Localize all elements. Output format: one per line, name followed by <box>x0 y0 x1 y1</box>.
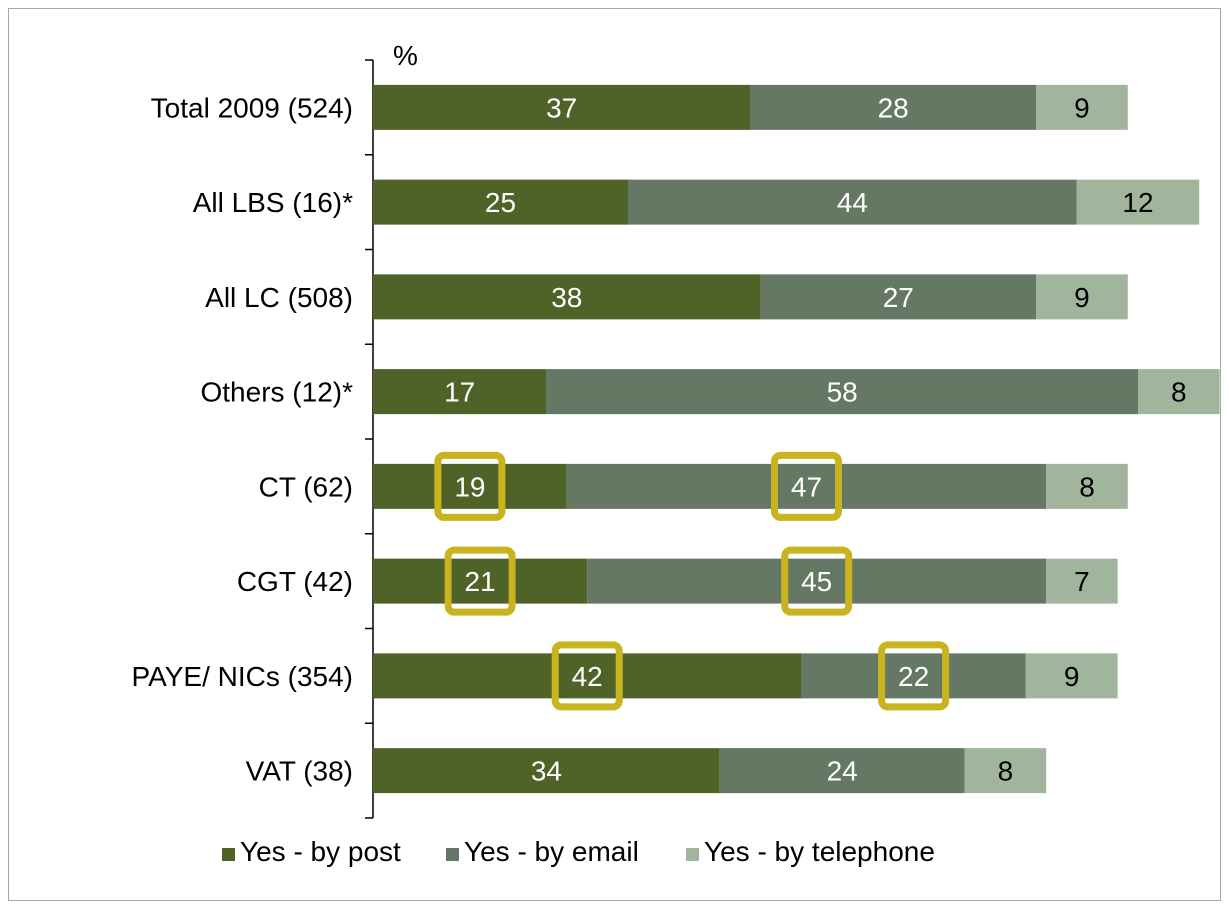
bar-yes-by-post-others-12 <box>373 369 547 415</box>
bar-yes-by-email-paye-nics-354 <box>801 653 1026 699</box>
value-label-yes-by-post-others-12: 17 <box>444 377 475 408</box>
bar-yes-by-telephone-all-lc-508 <box>1036 274 1128 320</box>
value-label-yes-by-email-ct-62: 47 <box>791 471 822 502</box>
bar-yes-by-email-others-12 <box>546 369 1138 415</box>
category-label-vat-38: VAT (38) <box>246 756 353 787</box>
value-label-yes-by-post-all-lc-508: 38 <box>551 282 582 313</box>
bar-yes-by-email-all-lbs-16 <box>628 179 1077 225</box>
value-label-yes-by-telephone-paye-nics-354: 9 <box>1064 661 1080 692</box>
category-label-paye-nics-354: PAYE/ NICs (354) <box>132 661 353 692</box>
value-label-yes-by-email-vat-38: 24 <box>827 756 858 787</box>
unit-label: % <box>393 40 418 71</box>
value-label-yes-by-post-paye-nics-354: 42 <box>572 661 603 692</box>
value-label-yes-by-telephone-cgt-42: 7 <box>1074 566 1090 597</box>
bar-yes-by-post-all-lbs-16 <box>373 179 628 225</box>
category-label-all-lbs-16: All LBS (16)* <box>193 187 353 218</box>
value-label-yes-by-telephone-total-2009-524: 9 <box>1074 92 1090 123</box>
bar-yes-by-telephone-ct-62 <box>1046 463 1128 509</box>
category-label-others-12: Others (12)* <box>201 377 354 408</box>
value-label-yes-by-email-cgt-42: 45 <box>801 566 832 597</box>
legend-swatch-yes-by-telephone <box>686 848 699 861</box>
bar-yes-by-telephone-vat-38 <box>964 748 1047 794</box>
legend-swatch-yes-by-post <box>222 848 235 861</box>
value-label-yes-by-post-vat-38: 34 <box>531 756 562 787</box>
value-label-yes-by-email-paye-nics-354: 22 <box>898 661 929 692</box>
value-label-yes-by-email-total-2009-524: 28 <box>878 92 909 123</box>
value-label-yes-by-post-all-lbs-16: 25 <box>485 187 516 218</box>
bar-yes-by-email-total-2009-524 <box>750 84 1036 130</box>
value-label-yes-by-email-others-12: 58 <box>827 377 858 408</box>
value-label-yes-by-telephone-vat-38: 8 <box>998 756 1014 787</box>
bar-yes-by-post-vat-38 <box>373 748 720 794</box>
legend-label-yes-by-post: Yes - by post <box>240 836 401 867</box>
legend-label-yes-by-email: Yes - by email <box>464 836 639 867</box>
value-label-yes-by-telephone-all-lc-508: 9 <box>1074 282 1090 313</box>
category-label-cgt-42: CGT (42) <box>237 566 353 597</box>
bar-yes-by-email-all-lc-508 <box>760 274 1036 320</box>
value-label-yes-by-telephone-ct-62: 8 <box>1079 471 1095 502</box>
bar-yes-by-email-cgt-42 <box>587 558 1047 604</box>
value-label-yes-by-email-all-lbs-16: 44 <box>837 187 868 218</box>
highlight-box-yes-by-post-ct-62 <box>434 451 506 521</box>
bar-yes-by-post-total-2009-524 <box>373 84 751 130</box>
bar-yes-by-post-paye-nics-354 <box>373 653 802 699</box>
category-label-total-2009-524: Total 2009 (524) <box>151 92 353 123</box>
bar-yes-by-email-ct-62 <box>566 463 1047 509</box>
category-label-all-lc-508: All LC (508) <box>205 282 353 313</box>
bar-yes-by-telephone-all-lbs-16 <box>1076 179 1200 225</box>
value-label-yes-by-post-ct-62: 19 <box>454 471 485 502</box>
bar-yes-by-telephone-paye-nics-354 <box>1025 653 1118 699</box>
bar-yes-by-post-cgt-42 <box>373 558 588 604</box>
bar-yes-by-post-ct-62 <box>373 463 567 509</box>
legend-label-yes-by-telephone: Yes - by telephone <box>704 836 935 867</box>
value-label-yes-by-post-cgt-42: 21 <box>465 566 496 597</box>
value-label-yes-by-email-all-lc-508: 27 <box>883 282 914 313</box>
bar-yes-by-telephone-total-2009-524 <box>1036 84 1128 130</box>
highlight-box-yes-by-email-ct-62 <box>771 451 842 521</box>
highlight-box-yes-by-post-cgt-42 <box>444 546 516 616</box>
highlight-box-yes-by-email-cgt-42 <box>781 546 853 616</box>
value-label-yes-by-telephone-others-12: 8 <box>1171 377 1187 408</box>
highlight-box-yes-by-post-paye-nics-354 <box>551 641 623 711</box>
legend-swatch-yes-by-email <box>446 848 459 861</box>
value-label-yes-by-telephone-all-lbs-16: 12 <box>1122 187 1153 218</box>
bar-yes-by-telephone-others-12 <box>1138 369 1220 415</box>
value-label-yes-by-post-total-2009-524: 37 <box>546 92 577 123</box>
bar-yes-by-telephone-cgt-42 <box>1046 558 1118 604</box>
bar-yes-by-post-all-lc-508 <box>373 274 761 320</box>
bar-yes-by-email-vat-38 <box>719 748 965 794</box>
category-label-ct-62: CT (62) <box>259 471 353 502</box>
highlight-box-yes-by-email-paye-nics-354 <box>878 641 950 711</box>
